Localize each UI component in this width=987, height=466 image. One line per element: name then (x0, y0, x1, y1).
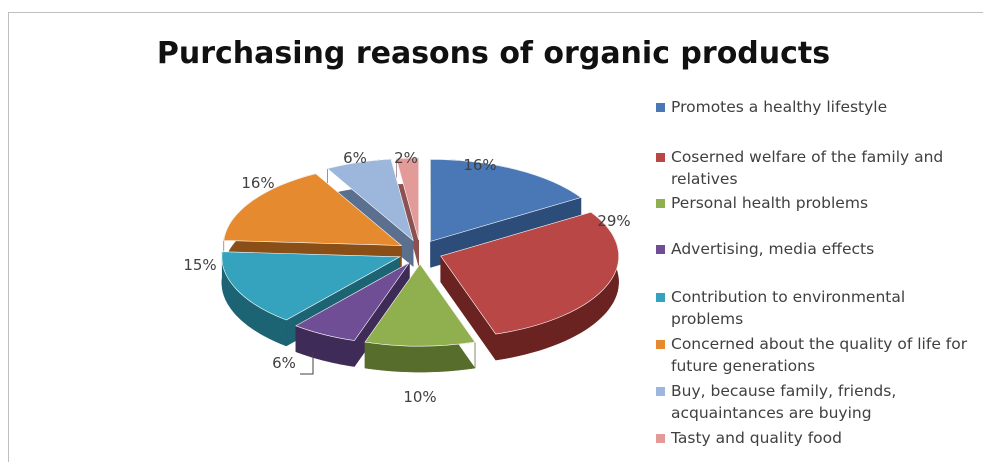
pie-slice-8 (395, 157, 419, 241)
pie-slice-7 (326, 158, 414, 242)
legend-item: Buy, because family, friends, acquaintan… (656, 380, 978, 424)
data-label-4: 6% (272, 354, 296, 372)
legend-label: Personal health problems (671, 194, 869, 212)
legend-label: Contribution to environmental problems (671, 288, 906, 328)
pie-slice-6 (223, 173, 403, 246)
data-label-2: 29% (597, 212, 630, 230)
pie-slice-2 (440, 211, 619, 335)
chart-title: Purchasing reasons of organic products (156, 36, 831, 71)
data-label-5: 15% (183, 256, 216, 274)
data-label-3: 10% (403, 388, 436, 406)
legend-item: Promotes a healthy lifestyle (656, 96, 978, 118)
legend-item: Coserned welfare of the family and relat… (656, 146, 978, 190)
legend-swatch (656, 199, 665, 208)
legend-swatch (656, 340, 665, 349)
legend-label: Tasty and quality food (671, 429, 842, 447)
legend-item: Advertising, media effects (656, 238, 978, 260)
legend-item: Contribution to environmental problems (656, 286, 978, 330)
legend-swatch (656, 103, 665, 112)
legend-item: Concerned about the quality of life for … (656, 333, 978, 377)
legend-item: Tasty and quality food (656, 427, 978, 449)
legend-swatch (656, 434, 665, 443)
legend-label: Promotes a healthy lifestyle (671, 98, 888, 116)
data-label-8: 2% (394, 149, 418, 167)
legend-swatch (656, 293, 665, 302)
pie-slice-3 (364, 263, 476, 347)
legend-swatch (656, 387, 665, 396)
chart-area (8, 12, 983, 462)
legend-swatch (656, 245, 665, 254)
data-label-6: 16% (241, 174, 274, 192)
pie-slice-1 (430, 159, 582, 242)
legend-label: Coserned welfare of the family and relat… (671, 148, 944, 188)
pie-slice-4 (295, 262, 410, 341)
pie-slice-5 (221, 251, 401, 321)
data-label-1: 16% (463, 156, 496, 174)
leader-line (300, 352, 314, 375)
data-label-7: 6% (343, 149, 367, 167)
legend-item: Personal health problems (656, 192, 978, 214)
legend-label: Buy, because family, friends, acquaintan… (671, 382, 897, 422)
legend-swatch (656, 153, 665, 162)
legend-label: Concerned about the quality of life for … (671, 335, 968, 375)
legend-label: Advertising, media effects (671, 240, 875, 258)
